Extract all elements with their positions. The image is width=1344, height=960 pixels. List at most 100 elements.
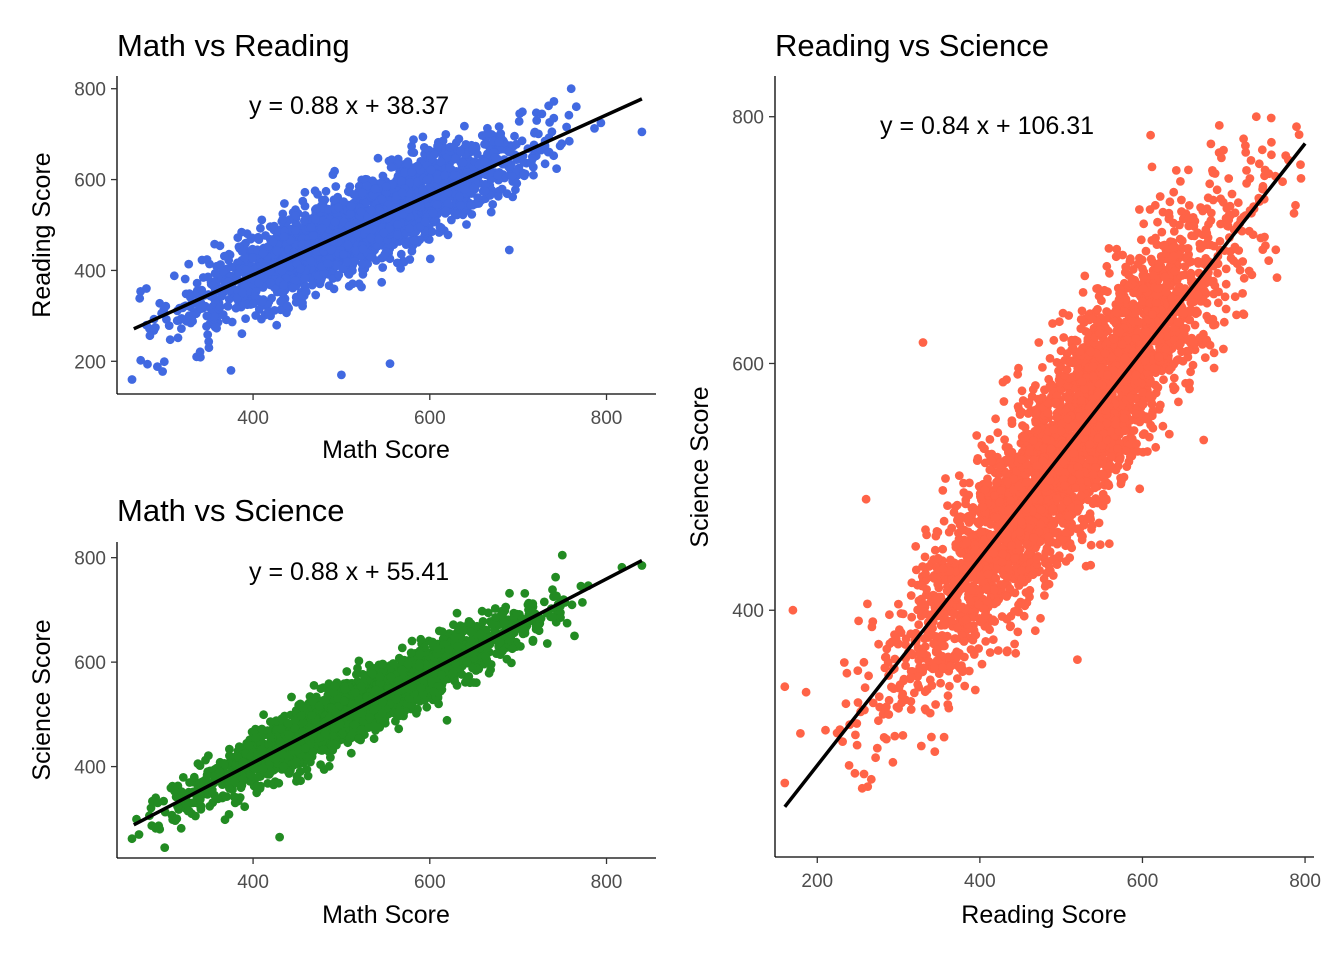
scatter-point xyxy=(256,223,265,233)
scatter-point xyxy=(557,139,567,149)
scatter-point xyxy=(441,130,451,139)
scatter-point xyxy=(428,209,438,218)
scatter-point xyxy=(379,228,389,238)
scatter-point xyxy=(329,195,339,205)
scatter-point xyxy=(321,186,331,196)
scatter-point xyxy=(377,277,387,287)
scatter-point xyxy=(259,710,268,720)
scatter-point xyxy=(544,147,554,157)
scatter-point xyxy=(278,214,288,224)
scatter-point xyxy=(230,798,240,808)
scatter-point xyxy=(405,255,415,264)
scatter-point xyxy=(370,184,380,194)
scatter-point xyxy=(169,271,179,281)
scatter-point xyxy=(469,183,479,193)
scatter-point xyxy=(480,186,490,196)
scatter-point xyxy=(300,187,310,197)
scatter-point xyxy=(279,232,289,242)
scatter-point xyxy=(378,263,388,272)
scatter-point xyxy=(266,278,275,287)
scatter-point xyxy=(358,188,367,198)
scatter-point xyxy=(311,214,320,224)
scatter-point xyxy=(288,283,298,293)
scatter-point xyxy=(378,660,388,669)
scatter-point xyxy=(407,636,417,646)
scatter-point xyxy=(263,779,273,788)
scatter-point xyxy=(484,668,494,678)
scatter-point xyxy=(205,801,215,811)
scatter-point xyxy=(210,312,219,322)
scatter-point xyxy=(466,200,476,210)
scatter-point xyxy=(257,724,267,734)
scatter-point xyxy=(464,672,474,681)
scatter-point xyxy=(488,200,498,209)
scatter-point xyxy=(494,137,504,147)
scatter-point xyxy=(151,823,161,833)
scatter-point xyxy=(298,196,308,206)
scatter-point xyxy=(241,314,251,323)
scatter-point xyxy=(210,268,220,278)
scatter-point xyxy=(234,742,244,751)
scatter-point xyxy=(343,257,352,267)
scatter-point xyxy=(319,745,328,755)
scatter-point xyxy=(564,136,574,146)
scatter-point xyxy=(183,806,193,816)
chart-title: Math vs Science xyxy=(117,493,344,528)
scatter-point xyxy=(244,741,254,750)
scatter-point xyxy=(267,293,276,303)
scatter-point xyxy=(180,274,190,284)
scatter-point xyxy=(323,259,333,268)
scatter-point xyxy=(314,701,324,711)
scatter-point xyxy=(291,297,301,307)
scatter-point xyxy=(420,217,430,227)
scatter-point xyxy=(257,314,266,324)
scatter-point xyxy=(496,129,506,139)
scatter-point xyxy=(225,744,234,754)
scatter-point xyxy=(287,692,296,702)
scatter-point xyxy=(532,116,542,125)
scatter-point xyxy=(136,355,146,365)
scatter-point xyxy=(223,301,233,311)
scatter-point xyxy=(578,598,587,607)
scatter-point xyxy=(416,634,426,644)
scatter-point xyxy=(528,154,538,163)
scatter-point xyxy=(425,254,435,264)
scatter-point xyxy=(519,170,528,180)
scatter-point xyxy=(172,316,182,326)
scatter-point xyxy=(637,127,647,137)
scatter-point xyxy=(146,803,156,813)
scatter-point xyxy=(176,823,186,833)
y-axis-title: Reading Score xyxy=(28,152,56,317)
scatter-point xyxy=(220,251,229,261)
scatter-point xyxy=(493,170,502,180)
y-tick-label: 600 xyxy=(74,171,106,192)
scatter-point xyxy=(165,335,175,345)
scatter-point xyxy=(211,321,221,331)
scatter-point xyxy=(224,294,234,304)
scatter-point xyxy=(517,136,527,146)
scatter-point xyxy=(184,259,194,269)
scatter-point xyxy=(418,186,427,196)
scatter-point xyxy=(254,278,264,288)
scatter-point xyxy=(393,220,403,230)
scatter-point xyxy=(204,751,213,760)
scatter-point xyxy=(380,250,389,260)
scatter-point xyxy=(208,281,218,290)
scatter-point xyxy=(349,190,359,200)
scatter-point xyxy=(240,802,250,812)
scatter-point xyxy=(317,223,327,233)
scatter-point xyxy=(409,148,419,158)
scatter-point xyxy=(435,222,445,232)
scatter-point xyxy=(127,375,137,384)
scatter-point xyxy=(197,303,207,312)
scatter-point xyxy=(210,239,220,249)
y-tick-label: 400 xyxy=(74,261,106,282)
scatter-point xyxy=(142,284,151,293)
scatter-point xyxy=(274,778,284,788)
scatter-point xyxy=(251,733,261,742)
scatter-point xyxy=(343,240,353,250)
scatter-point xyxy=(366,205,376,215)
scatter-point xyxy=(215,302,225,312)
scatter-point xyxy=(433,174,442,184)
